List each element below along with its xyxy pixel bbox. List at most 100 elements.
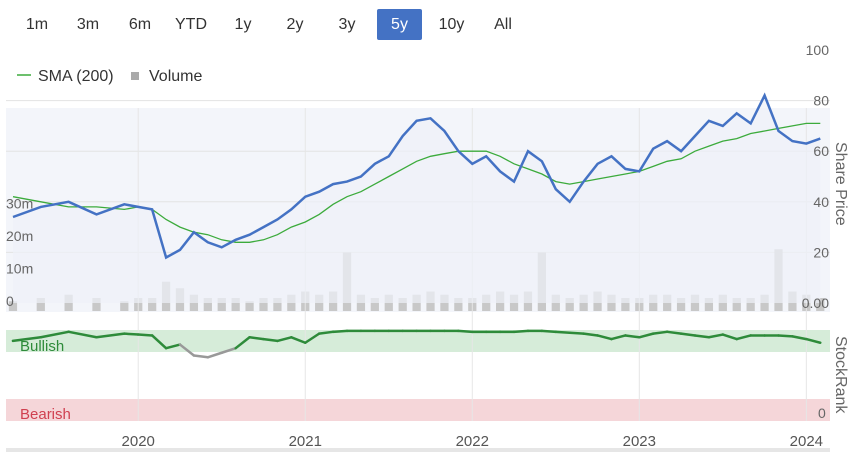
stockrank-segment <box>568 331 585 335</box>
volume-bar <box>217 298 226 311</box>
stockrank-segment <box>638 332 655 339</box>
stockrank-segment <box>624 334 641 339</box>
price-axis-title: Share Price <box>832 142 849 226</box>
bearish-band <box>6 399 830 421</box>
stockrank-segment <box>123 332 140 336</box>
range-button-1m[interactable]: 1m <box>25 16 49 33</box>
range-button-6m[interactable]: 6m <box>128 16 152 33</box>
stockrank-tick-zero: 0 <box>818 405 826 421</box>
stockrank-segment <box>220 346 237 354</box>
volume-bar <box>746 298 755 311</box>
volume-tick-0: 0 <box>6 293 14 309</box>
stockrank-segment <box>721 333 738 341</box>
volume-bar <box>36 298 45 311</box>
volume-bar <box>273 298 282 311</box>
stockrank-segment <box>679 332 697 337</box>
volume-bar <box>816 298 825 311</box>
legend: SMA (200) Volume <box>17 68 202 85</box>
volume-bar <box>148 298 157 311</box>
stockrank-segment <box>665 330 683 335</box>
stockrank-axis-title: StockRank <box>832 336 849 414</box>
range-button-1y[interactable]: 1y <box>234 16 252 33</box>
x-axis-ticks: 2020 2021 2022 2023 2024 <box>122 433 823 450</box>
stockrank-segment <box>777 334 794 338</box>
stockrank-segment <box>150 334 168 350</box>
price-area-fill <box>13 95 821 303</box>
range-button-3m[interactable]: 3m <box>76 16 100 33</box>
volume-tick-20m: 20m <box>6 228 33 244</box>
stockrank-segment <box>290 336 307 344</box>
stockrank-segment <box>582 332 599 337</box>
price-tick-60: 60 <box>813 143 829 159</box>
navigator-scrollbar[interactable] <box>6 448 830 452</box>
volume-bar <box>732 298 741 311</box>
x-tick-2021: 2021 <box>289 433 322 450</box>
price-line <box>12 92 821 260</box>
stockrank-segment <box>192 354 210 359</box>
volume-tick-30m: 30m <box>6 196 33 212</box>
stockrank-segment <box>11 336 43 343</box>
stockrank-segment <box>304 332 321 344</box>
stockrank-segment <box>39 330 70 339</box>
bullish-label: Bullish <box>20 338 64 355</box>
price-tick-40: 40 <box>813 194 829 210</box>
volume-bar <box>245 301 254 311</box>
volume-bar <box>454 298 463 311</box>
volume-axis-ticks: 0 10m 20m 30m <box>6 196 33 310</box>
stockrank-segment <box>262 337 279 343</box>
stockrank-segment <box>707 333 725 339</box>
volume-bar <box>565 298 574 311</box>
range-button-all[interactable]: All <box>494 16 512 33</box>
range-button-ytd[interactable]: YTD <box>175 16 207 33</box>
stockrank-segment <box>540 329 558 334</box>
range-button-5y[interactable]: 5y <box>377 9 422 40</box>
volume-bar <box>676 298 686 311</box>
stockrank-segment <box>234 336 251 350</box>
stockrank-segment <box>596 334 613 341</box>
x-tick-2022: 2022 <box>456 433 489 450</box>
stockrank-segment <box>693 334 711 339</box>
volume-legend-swatch <box>131 72 139 80</box>
price-tick-20: 20 <box>813 244 829 260</box>
range-button-2y[interactable]: 2y <box>286 16 304 33</box>
price-tick-0.00: 0.00 <box>802 295 829 311</box>
volume-bar <box>120 301 129 311</box>
stockrank-line <box>11 329 822 359</box>
x-tick-2020: 2020 <box>122 433 155 450</box>
stockrank-segment <box>317 330 335 335</box>
stockrank-segment <box>791 335 808 341</box>
stockrank-segment <box>67 330 98 339</box>
stockrank-segment <box>248 336 265 341</box>
stockrank-segment <box>805 337 822 344</box>
stockrank-segment <box>95 332 126 339</box>
volume-bar <box>621 298 630 311</box>
stockrank-segment <box>512 329 530 334</box>
stockrank-segment <box>331 329 349 334</box>
volume-bar <box>231 298 240 311</box>
stockrank-segment <box>276 336 293 343</box>
volume-legend-label[interactable]: Volume <box>149 68 202 85</box>
stockrank-segment <box>206 351 223 359</box>
sma-legend-label[interactable]: SMA (200) <box>38 68 114 85</box>
volume-bar <box>704 298 714 311</box>
volume-bar <box>259 298 268 311</box>
stockrank-segment <box>554 330 571 334</box>
range-button-10y[interactable]: 10y <box>438 16 465 33</box>
x-tick-2024: 2024 <box>790 433 823 450</box>
x-tick-2023: 2023 <box>623 433 656 450</box>
stockrank-segment <box>164 343 182 350</box>
price-tick-100: 100 <box>806 42 830 58</box>
volume-bar <box>398 298 407 311</box>
volume-bar <box>92 298 101 311</box>
price-tick-80: 80 <box>813 93 829 109</box>
volume-bar <box>203 298 212 311</box>
volume-bar <box>8 301 18 311</box>
stockrank-segment <box>651 330 669 335</box>
stockrank-segment <box>610 334 627 341</box>
stockrank-segment <box>457 329 474 334</box>
range-button-3y[interactable]: 3y <box>338 16 356 33</box>
volume-bar <box>370 298 379 311</box>
volume-tick-10m: 10m <box>6 261 33 277</box>
stockrank-segment <box>735 334 752 341</box>
